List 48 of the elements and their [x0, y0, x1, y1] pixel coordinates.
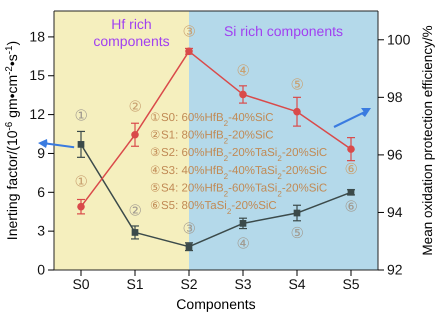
- y2-tick-label: 98: [387, 88, 403, 105]
- x-tick-label: S1: [126, 276, 144, 292]
- y-tick-label: 12: [29, 106, 46, 122]
- point: [77, 202, 85, 210]
- band-label: Si rich components: [224, 23, 344, 39]
- y-tick-label: 0: [37, 261, 46, 278]
- y-tick-label: 9: [37, 144, 46, 161]
- annotation: ②S1: 80%HfB$_{2}$-20%SiC: [150, 130, 274, 146]
- x-tick-label: S5: [342, 276, 360, 292]
- annotation: ③S2: 60%HfB$_{2}$-20%TaSi$_{2}$-20%SiC: [150, 147, 328, 163]
- point: [347, 145, 355, 153]
- y2-tick-label: 100: [387, 31, 411, 48]
- y2-tick-label: 96: [387, 146, 403, 162]
- annotation: ⑤: [290, 76, 304, 94]
- x-axis-title: Components: [176, 296, 256, 312]
- annotation: ⑥: [344, 161, 358, 178]
- point: [293, 108, 301, 116]
- y-tick-label: 3: [37, 222, 46, 239]
- annotation: ④: [236, 62, 250, 80]
- x-tick-label: S4: [288, 276, 306, 292]
- y2-tick-label: 92: [387, 261, 403, 278]
- annotation: ②: [128, 202, 142, 220]
- annotation: ⑥S5: 80%TaSi$_{2}$-20%SiC: [150, 200, 277, 216]
- x-tick-label: S3: [234, 276, 252, 292]
- point: [240, 220, 246, 227]
- annotation: ⑤S4: 20%HfB$_{2}$-60%TaSi$_{2}$-20%SiC: [150, 182, 328, 198]
- x-tick-label: S2: [180, 276, 198, 292]
- annotation: ①S0: 60%HfB$_{2}$-40%SiC: [150, 112, 274, 128]
- annotation: ①: [74, 107, 88, 124]
- band-label: Hf rich components: [93, 16, 170, 49]
- y-tick-label: 18: [29, 28, 46, 44]
- annotation: ⑤: [290, 224, 304, 242]
- point: [131, 130, 139, 139]
- point: [239, 90, 247, 98]
- point: [78, 141, 84, 148]
- annotation: ④S3: 40%HfB$_{2}$-40%TaSi$_{2}$-20%SiC: [150, 164, 328, 180]
- y-tick-label: 15: [29, 67, 46, 84]
- point: [132, 229, 138, 236]
- annotation: ③: [182, 23, 196, 40]
- y2-axis-title: Mean oxidation protection efficiency/%: [420, 25, 435, 256]
- y2-tick-label: 94: [387, 204, 403, 220]
- annotation: ①: [74, 174, 88, 191]
- y-tick-label: 6: [37, 184, 46, 200]
- x-tick-label: S0: [72, 276, 90, 292]
- annotation: ④: [236, 235, 250, 252]
- annotation: ⑥: [344, 198, 358, 216]
- point: [294, 210, 300, 216]
- annotation: ②: [128, 98, 142, 116]
